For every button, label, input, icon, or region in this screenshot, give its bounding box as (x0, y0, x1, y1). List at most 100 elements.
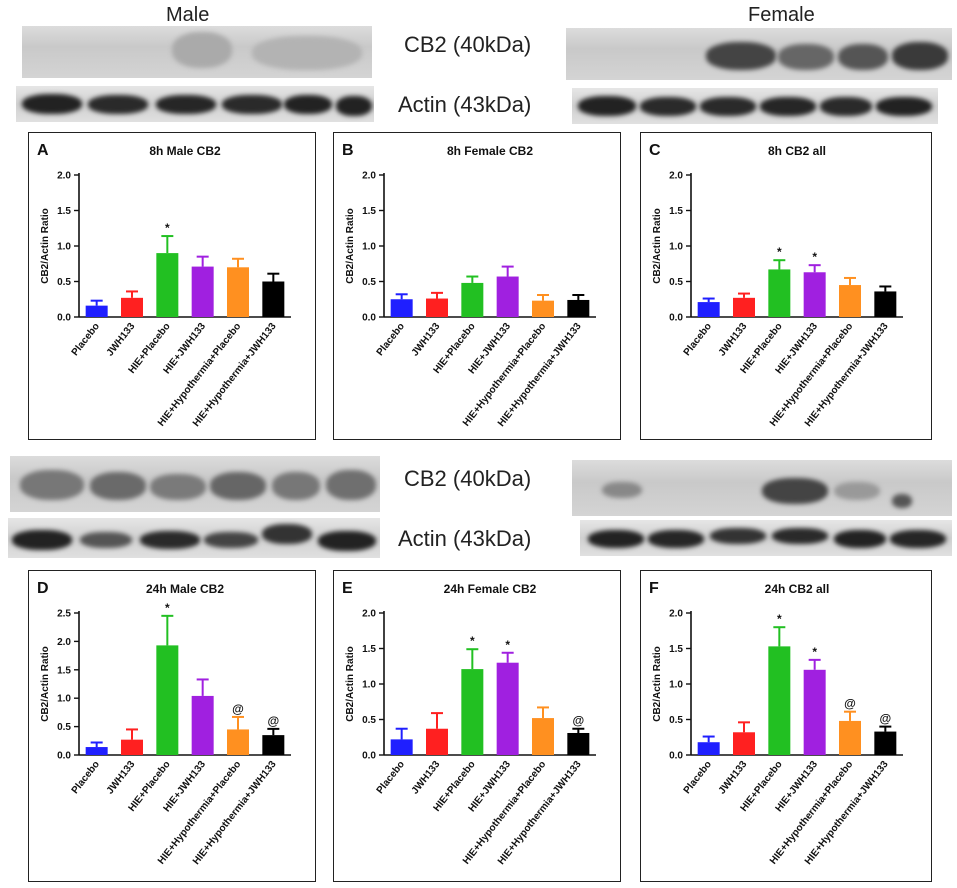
bar (874, 731, 897, 755)
bar (121, 739, 143, 755)
chart-title: 8h CB2 all (768, 144, 826, 158)
bar (496, 662, 519, 755)
panel-f: F 24h CB2 all CB2/Actin Ratio 0.0 0.5 1.0 1.5 2… (640, 570, 932, 882)
panel-letter: F (649, 580, 659, 597)
bar (532, 300, 554, 317)
significance-mark: @ (232, 702, 244, 716)
bar (803, 272, 826, 317)
bar (426, 298, 448, 317)
bar (839, 285, 861, 317)
top-cb2-label: CB2 (40kDa) (404, 32, 532, 57)
blot-top-female-cb2 (566, 28, 952, 80)
x-tick-label: JWH133 (410, 759, 443, 797)
significance-mark: * (777, 245, 782, 259)
y-axis-label: CB2/Actin Ratio (652, 646, 663, 722)
bar (227, 267, 249, 317)
bar (874, 291, 897, 317)
bar (121, 297, 143, 317)
x-tick-label: JWH133 (717, 321, 750, 359)
panel-letter: D (37, 580, 49, 597)
bar (191, 266, 214, 317)
bar (156, 253, 179, 317)
top-actin-label: Actin (43kDa) (398, 92, 532, 117)
panel-letter: C (649, 142, 661, 159)
significance-mark: * (505, 638, 510, 652)
blot-bottom-male-actin (8, 518, 380, 558)
bar (461, 282, 484, 317)
chart-title: 24h Female CB2 (444, 582, 537, 596)
x-tick-label: Placebo (682, 759, 714, 796)
chart-c: C 8h CB2 all CB2/Actin Ratio 0.0 0.5 1.0 1.5 2.… (649, 142, 903, 429)
panel-letter: A (37, 142, 49, 159)
x-tick-label: Placebo (70, 321, 102, 358)
y-tick-label: 1.0 (57, 694, 71, 705)
significance-mark: * (165, 601, 170, 615)
blot-top-female-actin (572, 88, 938, 124)
y-tick-label: 2.5 (57, 609, 71, 620)
female-label: Female (748, 4, 815, 26)
chart-f: F 24h CB2 all CB2/Actin Ratio 0.0 0.5 1.0 1.5 2… (649, 580, 903, 867)
bar (85, 305, 108, 317)
y-axis-label: CB2/Actin Ratio (652, 208, 663, 284)
chart-title: 8h Female CB2 (447, 144, 533, 158)
y-tick-label: 1.5 (57, 206, 71, 217)
y-tick-label: 2.0 (362, 609, 376, 620)
x-tick-label: JWH133 (105, 759, 138, 797)
blot-bottom-male-cb2 (10, 456, 380, 512)
y-tick-label: 0.5 (669, 277, 683, 288)
bar (697, 302, 720, 317)
x-tick-label: JWH133 (717, 759, 750, 797)
y-tick-label: 2.0 (57, 637, 71, 648)
panel-e: E 24h Female CB2 CB2/Actin Ratio 0.0 0.5 1.0 1… (333, 570, 621, 882)
significance-mark: @ (844, 697, 856, 711)
y-tick-label: 2.0 (57, 171, 71, 182)
bar (768, 269, 791, 317)
chart-title: 24h Male CB2 (146, 582, 224, 596)
significance-mark: @ (879, 712, 891, 726)
y-tick-label: 1.5 (362, 644, 376, 655)
bar (461, 669, 484, 755)
y-tick-label: 0.0 (57, 751, 71, 762)
y-tick-label: 0.5 (362, 277, 376, 288)
bar (426, 728, 448, 755)
x-tick-label: Placebo (70, 759, 102, 796)
bar (532, 718, 554, 755)
panel-c: C 8h CB2 all CB2/Actin Ratio 0.0 0.5 1.0 1.5 2.… (640, 132, 932, 440)
male-label: Male (166, 4, 210, 26)
y-tick-label: 1.5 (669, 206, 683, 217)
y-tick-label: 0.0 (362, 313, 376, 324)
bar (390, 739, 413, 755)
blot-top-male-cb2 (22, 26, 372, 78)
y-tick-label: 1.5 (57, 665, 71, 676)
blot-bottom-female-cb2 (572, 460, 952, 516)
bar (567, 299, 590, 317)
significance-mark: @ (267, 714, 279, 728)
significance-mark: * (777, 612, 782, 626)
y-tick-label: 2.0 (669, 609, 683, 620)
y-tick-label: 1.0 (669, 242, 683, 253)
y-tick-label: 0.0 (362, 751, 376, 762)
chart-title: 24h CB2 all (765, 582, 830, 596)
significance-mark: * (470, 634, 475, 648)
y-axis-label: CB2/Actin Ratio (345, 646, 356, 722)
y-tick-label: 1.0 (669, 680, 683, 691)
y-tick-label: 1.0 (362, 680, 376, 691)
y-tick-label: 1.0 (362, 242, 376, 253)
panel-a: A 8h Male CB2 CB2/Actin Ratio 0.0 0.5 1.0 1.5 2… (28, 132, 316, 440)
y-tick-label: 2.0 (362, 171, 376, 182)
bar (262, 735, 285, 755)
significance-mark: @ (572, 714, 584, 728)
bar (496, 276, 519, 317)
y-tick-label: 1.5 (669, 644, 683, 655)
x-tick-label: Placebo (682, 321, 714, 358)
bar (803, 669, 826, 755)
y-tick-label: 2.0 (669, 171, 683, 182)
panel-b: B 8h Female CB2 CB2/Actin Ratio 0.0 0.5 1.0 1.… (333, 132, 621, 440)
panel-letter: E (342, 580, 353, 597)
y-tick-label: 0.0 (57, 313, 71, 324)
y-tick-label: 0.5 (669, 715, 683, 726)
y-axis-label: CB2/Actin Ratio (40, 208, 51, 284)
x-tick-label: JWH133 (105, 321, 138, 359)
bar (227, 729, 249, 755)
bar (390, 299, 413, 317)
